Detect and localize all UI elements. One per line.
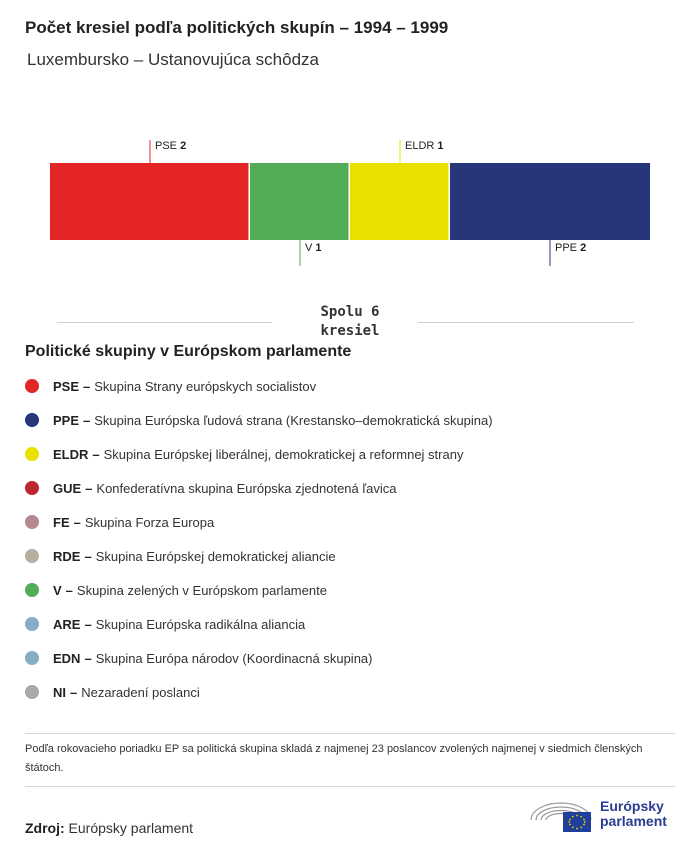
legend-separator: –: [92, 446, 100, 462]
legend-abbr: NI: [53, 684, 66, 700]
legend-color-dot: [25, 447, 39, 461]
legend-separator: –: [85, 480, 93, 496]
legend-color-dot: [25, 379, 39, 393]
legend-color-dot: [25, 515, 39, 529]
divider-top: [25, 733, 675, 734]
bar-segment-ppe: [450, 163, 650, 240]
legend-color-dot: [25, 617, 39, 631]
chart-title: Počet kresiel podľa politických skupín –…: [25, 18, 449, 37]
legend-separator: –: [83, 378, 91, 394]
legend-separator: –: [73, 514, 81, 530]
source-label: Zdroj:: [25, 820, 65, 836]
legend-abbr: ELDR: [53, 446, 89, 462]
legend-color-dot: [25, 685, 39, 699]
legend-item-are: ARE – Skupina Európska radikálna aliancia: [25, 607, 493, 641]
legend-label: Skupina Európskej liberálnej, demokratic…: [103, 446, 464, 462]
chart-subtitle: Luxembursko – Ustanovujúca schôdza: [27, 50, 319, 69]
legend-heading: Politické skupiny v Európskom parlamente: [25, 343, 352, 360]
legend-item-edn: EDN – Skupina Európa národov (Koordinacná …: [25, 641, 493, 675]
legend-color-dot: [25, 413, 39, 427]
legend-abbr: PPE: [53, 412, 80, 428]
legend-separator: –: [83, 412, 91, 428]
legend-item-eldr: ELDR – Skupina Európskej liberálnej, demok…: [25, 437, 493, 471]
legend-label: Skupina Forza Europa: [84, 514, 215, 530]
legend-label: Skupina Európskej demokratickej aliancie: [95, 548, 336, 564]
legend-separator: –: [65, 582, 73, 598]
legend-item-ni: NI – Nezaradení poslanci: [25, 675, 493, 709]
legend-color-dot: [25, 481, 39, 495]
european-parliament-logo: Európsky parlament: [528, 796, 678, 836]
legend-label: Skupina zelených v Európskom parlamente: [76, 582, 327, 598]
legend-item-gue: GUE – Konfederatívna skupina Európska zjed…: [25, 471, 493, 505]
legend-label: Skupina Európska radikálna aliancia: [95, 616, 306, 632]
total-seats-unit: kresiel: [320, 323, 380, 339]
legend-abbr: GUE: [53, 480, 82, 496]
legend-separator: –: [84, 616, 92, 632]
bar-label-ppe: PPE 2: [555, 242, 586, 254]
legend-abbr: FE: [53, 514, 70, 530]
legend-label: Konfederatívna skupina Európska zjednote…: [96, 480, 397, 496]
legend-label: Skupina Európska ľudová strana (Krestans…: [94, 412, 493, 428]
legend-item-rde: RDE – Skupina Európskej demokratickej alia…: [25, 539, 493, 573]
total-seats: Spolu 6 kresiel: [290, 303, 410, 341]
legend-label: Skupina Strany európskych socialistov: [94, 378, 317, 394]
legend-label: Skupina Európa národov (Koordinacná skup…: [95, 650, 373, 666]
eu-flag-icon: [563, 812, 591, 832]
legend-item-fe: FE – Skupina Forza Europa: [25, 505, 493, 539]
legend-abbr: PSE: [53, 378, 80, 394]
legend-separator: –: [70, 684, 78, 700]
parliament-hemicycle-icon: [530, 802, 592, 832]
total-divider-left: [57, 322, 272, 323]
bar-label-v: V 1: [305, 242, 322, 254]
legend: PSE – Skupina Strany európskych socialisto…: [25, 369, 493, 709]
logo-line1: Európsky: [600, 798, 664, 814]
divider-bottom: [25, 786, 675, 787]
legend-color-dot: [25, 583, 39, 597]
legend-separator: –: [84, 650, 92, 666]
bar-segment-eldr: [350, 163, 449, 240]
legend-abbr: RDE: [53, 548, 81, 564]
total-seats-count: Spolu 6: [320, 304, 380, 320]
legend-item-ppe: PPE – Skupina Európska ľudová strana (Kres…: [25, 403, 493, 437]
legend-abbr: EDN: [53, 650, 81, 666]
seat-bar-chart: PSE 2 V 1 ELDR 1 PPE 2: [50, 140, 650, 266]
bar-label-eldr: ELDR 1: [405, 140, 444, 152]
bar-label-pse: PSE 2: [155, 140, 186, 152]
bar-segment-pse: [50, 163, 249, 240]
legend-separator: –: [84, 548, 92, 564]
legend-item-pse: PSE – Skupina Strany európskych socialisto…: [25, 369, 493, 403]
source-value: Európsky parlament: [68, 820, 194, 836]
legend-color-dot: [25, 651, 39, 665]
legend-abbr: ARE: [53, 616, 81, 632]
footnote: Podľa rokovacieho poriadku EP sa politic…: [25, 743, 643, 774]
legend-item-v: V – Skupina zelených v Európskom parlament…: [25, 573, 493, 607]
logo-line2: parlament: [600, 813, 667, 829]
logo-text: Európsky parlament: [600, 799, 667, 829]
bar-segment-v: [250, 163, 349, 240]
total-divider-right: [418, 322, 634, 323]
legend-label: Nezaradení poslanci: [81, 684, 200, 700]
legend-abbr: V: [53, 582, 62, 598]
legend-color-dot: [25, 549, 39, 563]
source: Zdroj: Európsky parlament: [25, 820, 193, 836]
